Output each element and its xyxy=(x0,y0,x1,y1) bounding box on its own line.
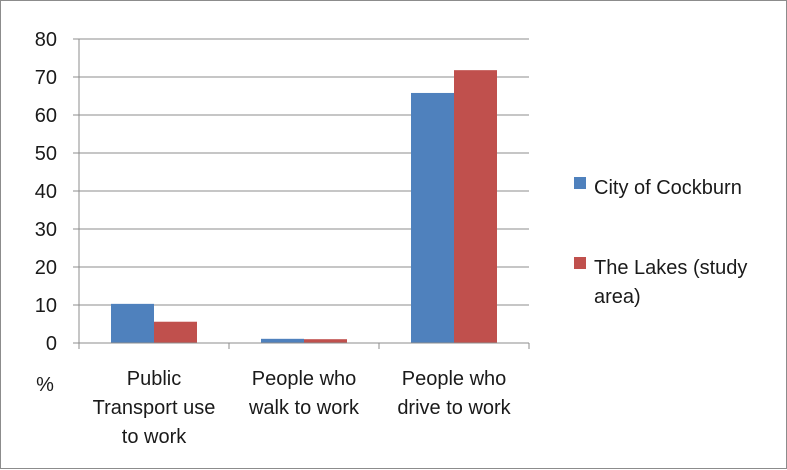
y-tick-label: 0 xyxy=(46,333,57,355)
gridlines xyxy=(79,38,529,306)
y-tick-label: 80 xyxy=(35,29,57,51)
bar xyxy=(454,70,497,343)
bar xyxy=(304,339,347,343)
y-tick-label: 60 xyxy=(35,105,57,127)
legend-swatch xyxy=(574,257,586,269)
axes xyxy=(73,38,530,349)
x-category-label: Public xyxy=(127,368,181,390)
labels: 0 10 20 30 40 50 60 70 80% Public Transport use to … xyxy=(35,29,512,448)
x-category-label: People who xyxy=(252,368,357,390)
y-tick-label: 20 xyxy=(35,257,57,279)
y-axis-label: % xyxy=(36,374,54,396)
y-tick-label: 50 xyxy=(35,143,57,165)
x-category-label: to work xyxy=(122,426,187,448)
x-category-label: Transport use xyxy=(93,397,216,419)
legend: City of Cockburn The Lakes (study area) xyxy=(574,177,747,308)
x-category-label: People who xyxy=(402,368,507,390)
bar xyxy=(111,303,154,343)
x-category-label: drive to work xyxy=(397,397,511,419)
y-tick-label: 10 xyxy=(35,295,57,317)
bars xyxy=(111,70,497,344)
legend-label: The Lakes (study xyxy=(594,257,747,279)
legend-label: City of Cockburn xyxy=(594,177,742,199)
y-tick-label: 30 xyxy=(35,219,57,241)
legend-swatch xyxy=(574,177,586,189)
bar xyxy=(154,321,197,343)
y-tick-label: 40 xyxy=(35,181,57,203)
bar xyxy=(261,338,304,343)
y-tick-label: 70 xyxy=(35,67,57,89)
bar xyxy=(411,92,454,344)
legend-label: area) xyxy=(594,286,641,308)
x-category-label: walk to work xyxy=(248,397,360,419)
